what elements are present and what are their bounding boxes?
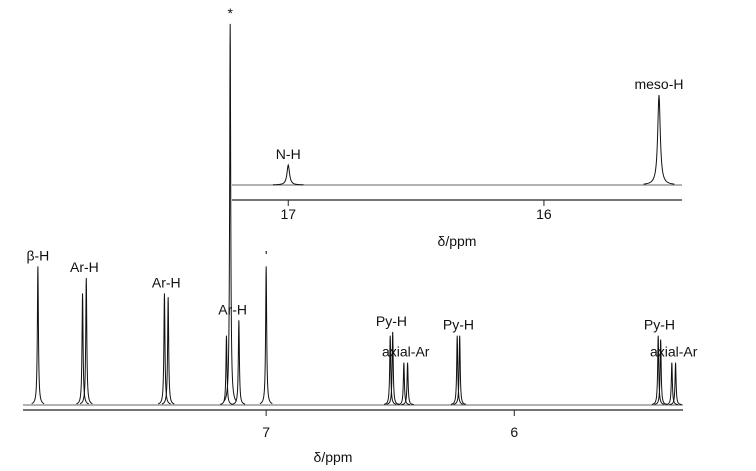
x-axis-label: δ/ppm	[438, 233, 477, 249]
peak	[397, 362, 411, 406]
peak-label: Py-H	[443, 317, 474, 333]
peak	[259, 266, 273, 405]
peak-label: meso-H	[634, 76, 683, 92]
x-axis-label: δ/ppm	[314, 449, 353, 465]
peak	[450, 335, 464, 405]
peak-label: axial-Ar	[650, 344, 698, 360]
peak	[31, 266, 45, 405]
peak	[223, 23, 237, 402]
peak	[76, 293, 89, 405]
peak-label: Py-H	[644, 317, 675, 333]
peak	[386, 331, 400, 405]
peak	[669, 362, 682, 406]
peak-label: Ar-H	[218, 301, 247, 317]
peak	[232, 320, 246, 405]
peak	[453, 335, 466, 405]
peak	[401, 362, 414, 406]
x-tick-label: 16	[536, 206, 552, 222]
peak-label: Py-H	[376, 313, 407, 329]
peak-label: *	[227, 5, 233, 21]
peak-label: '	[265, 247, 268, 263]
x-tick-label: 6	[510, 424, 518, 440]
peak	[79, 277, 93, 405]
peak	[654, 339, 667, 405]
peak	[161, 297, 175, 405]
x-tick-label: 17	[280, 206, 296, 222]
peak	[643, 94, 675, 185]
peak	[665, 362, 679, 406]
x-tick-label: 7	[262, 424, 270, 440]
peak	[158, 293, 171, 405]
peak	[651, 335, 665, 405]
peak-label: β-H	[26, 247, 49, 263]
peak-label: Ar-H	[70, 259, 99, 275]
peak-label: N-H	[276, 146, 301, 162]
peak	[220, 335, 233, 405]
peak	[383, 335, 397, 405]
peak	[272, 163, 304, 186]
peak-label: Ar-H	[152, 274, 181, 290]
peak-label: axial-Ar	[382, 344, 430, 360]
